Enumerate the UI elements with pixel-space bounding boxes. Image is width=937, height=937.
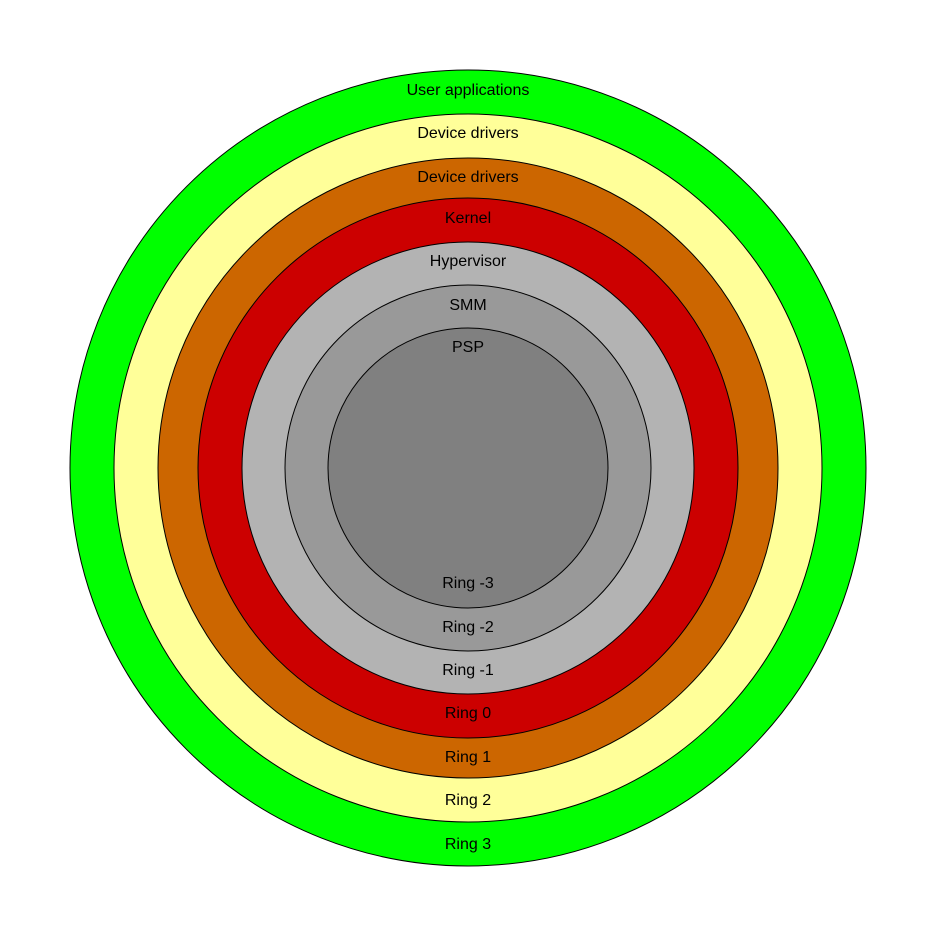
ring-role-label: Kernel: [445, 210, 491, 227]
ring-role-label: User applications: [407, 82, 530, 99]
ring-role-label: Device drivers: [417, 169, 518, 186]
ring-level-label: Ring 3: [445, 836, 491, 853]
ring-role-label: PSP: [452, 339, 484, 356]
ring-role-label: SMM: [449, 297, 486, 314]
ring-ring-3: [327, 327, 609, 609]
ring-level-label: Ring -1: [442, 662, 494, 679]
ring-role-label: Hypervisor: [430, 253, 507, 270]
ring-level-label: Ring 0: [445, 705, 491, 722]
ring-level-label: Ring 1: [445, 749, 491, 766]
ring-level-label: Ring -2: [442, 619, 494, 636]
ring-level-label: Ring 2: [445, 792, 491, 809]
ring-level-label: Ring -3: [442, 575, 494, 592]
ring-role-label: Device drivers: [417, 125, 518, 142]
